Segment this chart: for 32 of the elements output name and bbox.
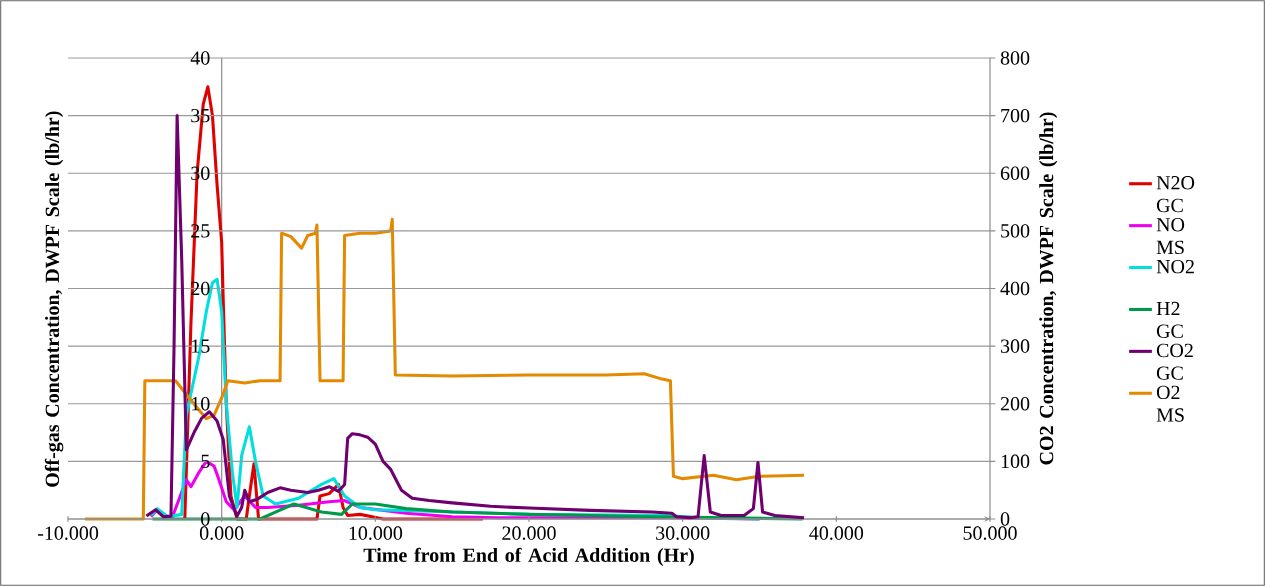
y-tick-label: 40 [190,51,210,65]
legend-label: H2 GC [1156,301,1183,338]
y2-tick-label: 600 [1000,166,1030,180]
legend-label: NO2 [1156,259,1194,274]
x-tick-label: 40.000 [809,526,864,540]
x-tick-label: -10.000 [37,526,99,540]
legend-label: O2 MS [1156,385,1184,422]
y-tick-label: 10 [192,396,210,411]
y2-axis-title: CO2 Concentration, DWPF Scale (lb/hr) [1039,112,1058,465]
y2-tick-label: 200 [1000,396,1030,411]
x-tick-label: 30.000 [656,526,710,540]
legend-label: NO MS [1156,218,1185,255]
y2-tick-label: 800 [1000,51,1030,65]
y-axis-title: Off-gas Concentration, DWPF Scale (lb/hr) [44,111,64,487]
y-tick-label: 35 [191,108,210,123]
legend-label: N2O GC [1156,176,1195,213]
y2-tick-label: 500 [1001,224,1030,238]
y-tick-label: 15 [192,339,210,353]
x-tick-label: 10.000 [349,526,403,540]
y-tick-label: 20 [191,281,210,296]
x-tick-label: 50.000 [963,526,1017,540]
y-tick-label: 30 [191,166,210,180]
y2-tick-label: 400 [1000,281,1030,296]
y2-tick-label: 0 [1000,512,1010,526]
x-tick-label: 0.000 [199,526,244,540]
x-axis-title: Time from End of Acid Addition (Hr) [363,547,694,567]
y2-tick-label: 700 [1001,108,1030,123]
y2-tick-label: 100 [1001,454,1030,469]
legend-label: CO2 GC [1156,343,1193,380]
y2-tick-label: 300 [1001,339,1030,353]
x-tick-label: 20.000 [502,526,556,540]
y-tick-label: 25 [191,224,210,238]
